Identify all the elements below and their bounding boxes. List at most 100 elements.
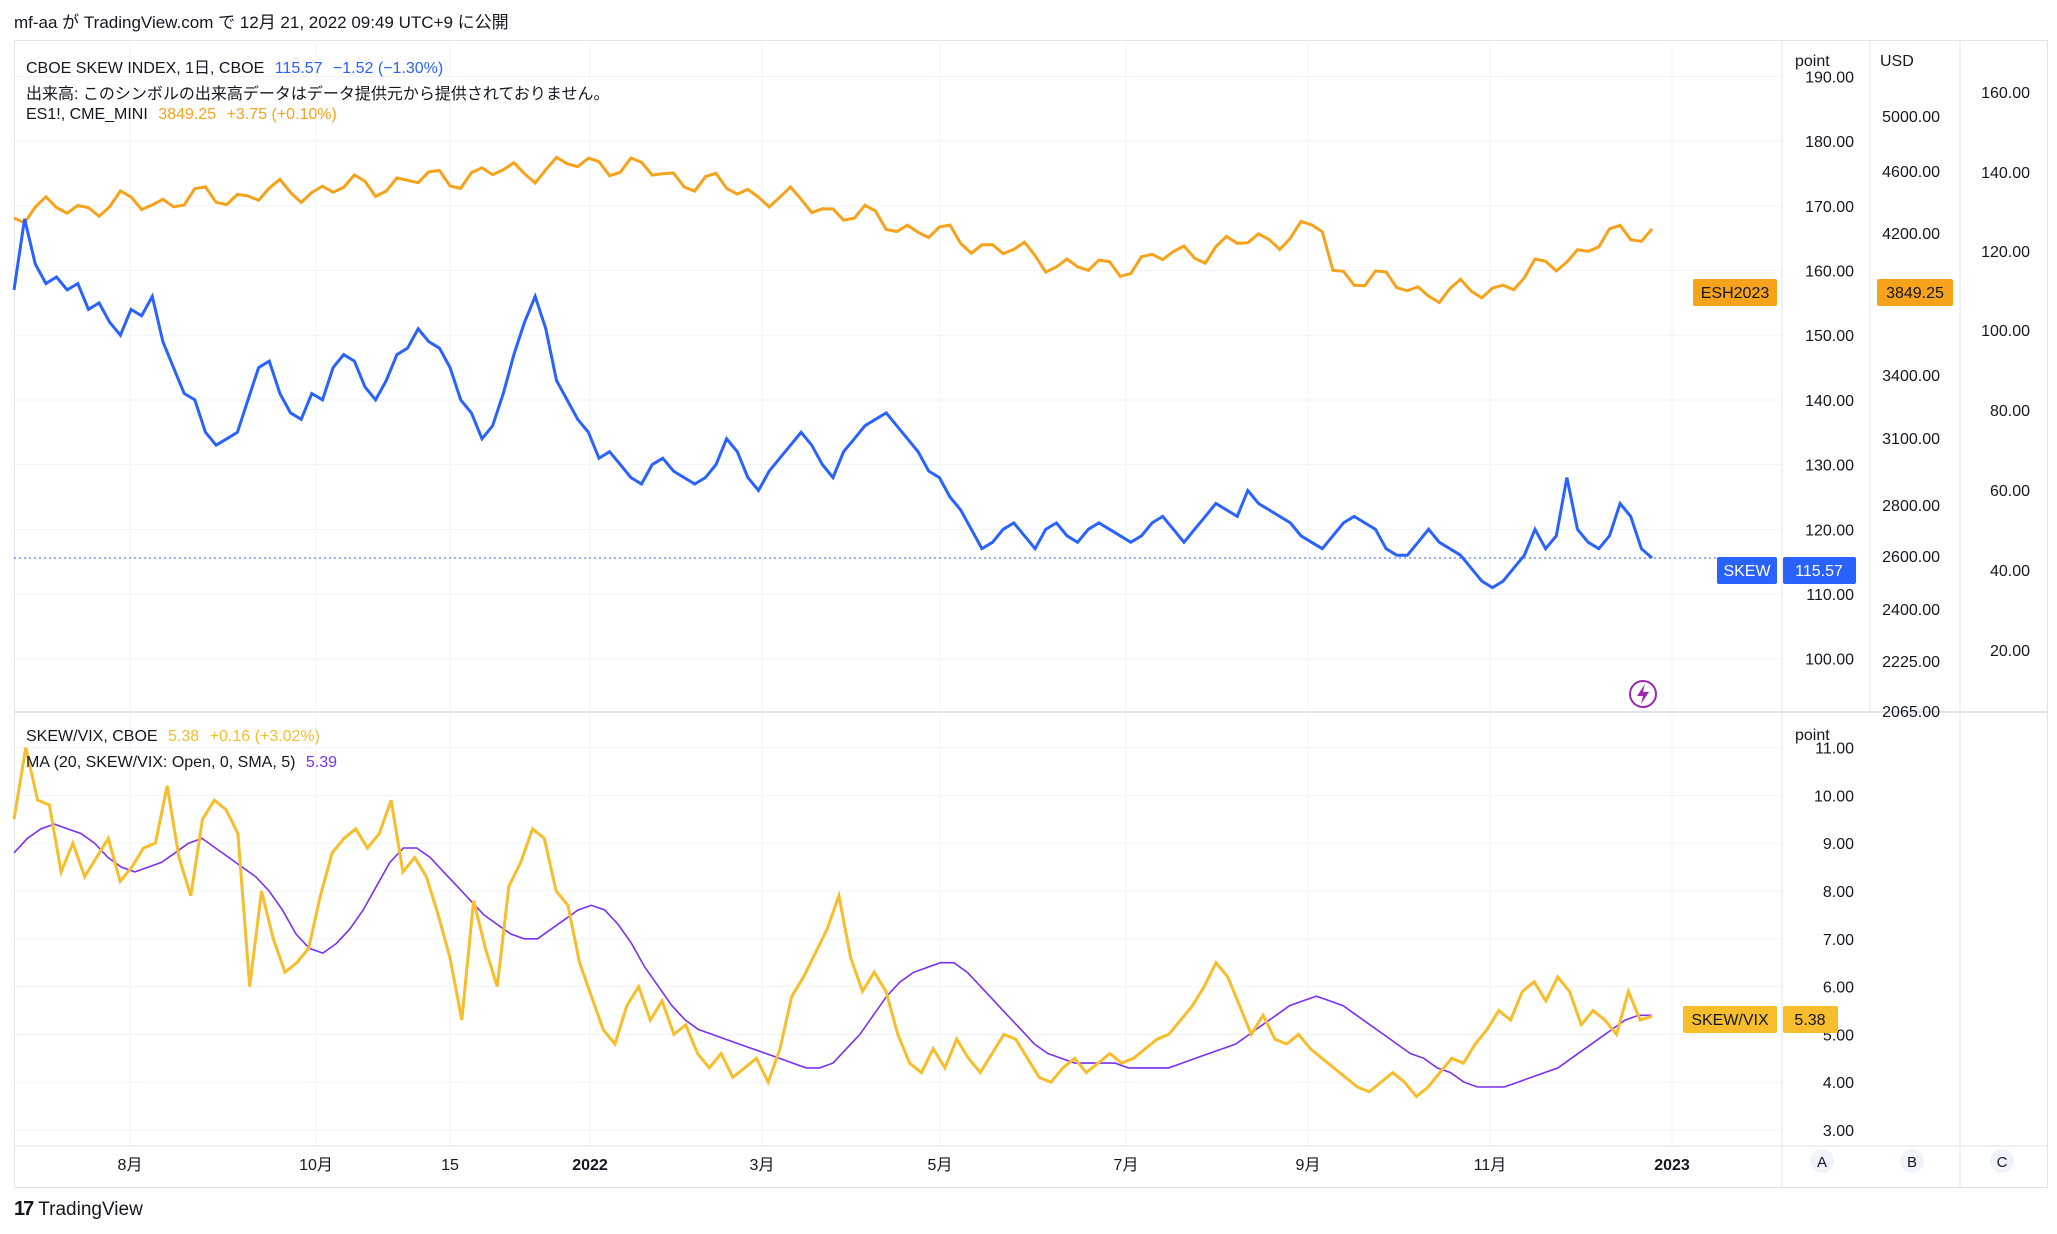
esh2023-tag-text: ESH2023 xyxy=(1701,285,1770,302)
y-tick-label: 150.00 xyxy=(1805,328,1854,345)
skew-series-tag: SKEW xyxy=(1717,557,1777,584)
skew-price-text: 115.57 xyxy=(1795,563,1843,580)
es-series-line[interactable] xyxy=(13,155,1654,305)
usd-tick-label: 2400.00 xyxy=(1882,602,1940,619)
skew-legend-change: −1.52 (−1.30%) xyxy=(332,60,444,77)
y-tick-label: 8.00 xyxy=(1823,884,1854,901)
esh2023-series-tag: ESH2023 xyxy=(1693,279,1777,306)
x-tick-label: 2022 xyxy=(572,1157,608,1174)
volume-note-text: 出来高: このシンボルの出来高データはデータ提供元から提供されておりません。 xyxy=(26,86,610,103)
usd-tick-label: 4600.00 xyxy=(1882,164,1940,181)
usd-tick-label: 3400.00 xyxy=(1882,368,1940,385)
skew-tag-text: SKEW xyxy=(1723,563,1771,580)
ma-legend-row[interactable]: MA (20, SKEW/VIX: Open, 0, SMA, 5) 5.39 xyxy=(26,754,343,772)
y-tick-label: 190.00 xyxy=(1805,69,1854,86)
y-tick-label: 3.00 xyxy=(1823,1123,1854,1140)
svg-text:B: B xyxy=(1907,1154,1917,1171)
x-tick-label: 10月 xyxy=(299,1157,333,1174)
y-tick-label: 9.00 xyxy=(1823,836,1854,853)
tradingview-mark-icon: 17 xyxy=(14,1198,34,1220)
ma-legend-name: MA (20, SKEW/VIX: Open, 0, SMA, 5) xyxy=(26,754,296,771)
es-legend-change: +3.75 (+0.10%) xyxy=(226,106,337,123)
es-legend-value: 3849.25 xyxy=(158,106,217,123)
usd-axis[interactable]: 5000.004600.004200.003800.003400.003100.… xyxy=(1882,109,1940,721)
y-tick-label: 100.00 xyxy=(1805,652,1854,669)
y-tick-label: 110.00 xyxy=(1806,587,1854,604)
ratio-legend-name: SKEW/VIX, CBOE xyxy=(26,728,158,745)
bottom-point-header: point xyxy=(1795,727,1830,744)
skew-legend-row[interactable]: CBOE SKEW INDEX, 1日, CBOE 115.57 −1.52 (… xyxy=(26,54,449,78)
time-axis[interactable]: 8月 10月 15 2022 3月 5月 7月 9月 11月 2023 xyxy=(118,1157,1690,1174)
usd-header: USD xyxy=(1880,53,1914,70)
skew-price-label: 115.57 xyxy=(1783,557,1856,584)
y-tick-label: 120.00 xyxy=(1805,522,1854,539)
chart-frame xyxy=(14,40,2048,1188)
usd-tick-label: 2225.00 xyxy=(1882,654,1940,671)
y-tick-label: 11.00 xyxy=(1815,741,1854,758)
c-tick-label: 100.00 xyxy=(1981,323,2030,340)
es-legend-row[interactable]: ES1!, CME_MINI 3849.25 +3.75 (+0.10%) xyxy=(26,106,343,124)
y-tick-label: 10.00 xyxy=(1814,788,1854,805)
x-tick-label: 7月 xyxy=(1114,1157,1139,1174)
c-tick-label: 140.00 xyxy=(1981,165,2030,182)
c-tick-label: 120.00 xyxy=(1981,244,2030,261)
ratio-price-label: 5.38 xyxy=(1783,1006,1838,1033)
y-tick-label: 130.00 xyxy=(1805,458,1854,475)
svg-text:A: A xyxy=(1817,1154,1827,1171)
y-tick-label: 4.00 xyxy=(1823,1075,1854,1092)
y-tick-label: 6.00 xyxy=(1823,980,1854,997)
y-tick-label: 7.00 xyxy=(1823,932,1854,949)
ratio-legend-row[interactable]: SKEW/VIX, CBOE 5.38 +0.16 (+3.02%) xyxy=(26,728,326,746)
tradingview-logo[interactable]: 17 TradingView xyxy=(14,1198,143,1221)
publisher-line: mf-aa が TradingView.com で 12月 21, 2022 0… xyxy=(14,13,509,32)
c-axis[interactable]: 160.00 140.00 120.00 100.00 80.00 60.00 40.00 2… xyxy=(1981,85,2030,660)
y-tick-label: 140.00 xyxy=(1805,393,1854,410)
x-tick-label: 2023 xyxy=(1654,1157,1690,1174)
volume-note: 出来高: このシンボルの出来高データはデータ提供元から提供されておりません。 xyxy=(26,80,615,104)
x-tick-label: 11月 xyxy=(1474,1157,1507,1174)
usd-tick-label: 4200.00 xyxy=(1882,226,1940,243)
usd-tick-label: 5000.00 xyxy=(1882,109,1940,126)
skew-legend-value: 115.57 xyxy=(274,60,323,77)
x-tick-label: 5月 xyxy=(928,1157,953,1174)
grid xyxy=(14,40,1782,1146)
svg-text:C: C xyxy=(1997,1154,2008,1171)
es-legend-name: ES1!, CME_MINI xyxy=(26,106,148,123)
logo-text: TradingView xyxy=(38,1198,143,1220)
top-point-header: point xyxy=(1795,53,1830,70)
usd-tick-label: 2065.00 xyxy=(1882,704,1940,721)
x-tick-label: 9月 xyxy=(1296,1157,1321,1174)
scale-button-a[interactable]: A xyxy=(1810,1149,1834,1173)
x-tick-label: 15 xyxy=(441,1157,459,1174)
skew-series-line[interactable] xyxy=(12,218,1653,590)
ratio-tag-text: SKEW/VIX xyxy=(1691,1012,1769,1029)
y-tick-label: 160.00 xyxy=(1805,264,1854,281)
usd-tick-label: 3100.00 xyxy=(1882,431,1940,448)
ratio-legend-change: +0.16 (+3.02%) xyxy=(209,728,320,745)
usd-tick-label: 2800.00 xyxy=(1882,498,1940,515)
lightning-bolt-icon[interactable] xyxy=(1629,680,1657,708)
scale-button-b[interactable]: B xyxy=(1900,1149,1924,1173)
skew-legend-name: CBOE SKEW INDEX, 1日, CBOE xyxy=(26,60,265,77)
ratio-legend-value: 5.38 xyxy=(168,728,200,745)
x-tick-label: 3月 xyxy=(750,1157,775,1174)
es-price-label: 3849.25 xyxy=(1877,279,1953,306)
scale-button-c[interactable]: C xyxy=(1990,1149,2014,1173)
x-tick-label: 8月 xyxy=(118,1157,143,1174)
y-tick-label: 170.00 xyxy=(1805,199,1854,216)
c-tick-label: 60.00 xyxy=(1990,483,2030,500)
c-tick-label: 40.00 xyxy=(1990,563,2030,580)
ratio-series-line[interactable] xyxy=(12,747,1653,1099)
c-tick-label: 160.00 xyxy=(1981,85,2030,102)
ma-series-line[interactable] xyxy=(13,823,1652,1088)
y-tick-label: 180.00 xyxy=(1805,134,1854,151)
es-price-text: 3849.25 xyxy=(1886,285,1944,302)
ma-legend-value: 5.39 xyxy=(305,754,338,771)
top-point-axis[interactable]: 190.00 180.00 170.00 160.00 150.00 140.00 130.… xyxy=(1805,69,1854,668)
ratio-series-tag: SKEW/VIX xyxy=(1683,1006,1777,1033)
usd-tick-label: 2600.00 xyxy=(1882,549,1940,566)
ratio-price-text: 5.38 xyxy=(1794,1012,1825,1029)
c-tick-label: 80.00 xyxy=(1990,403,2030,420)
